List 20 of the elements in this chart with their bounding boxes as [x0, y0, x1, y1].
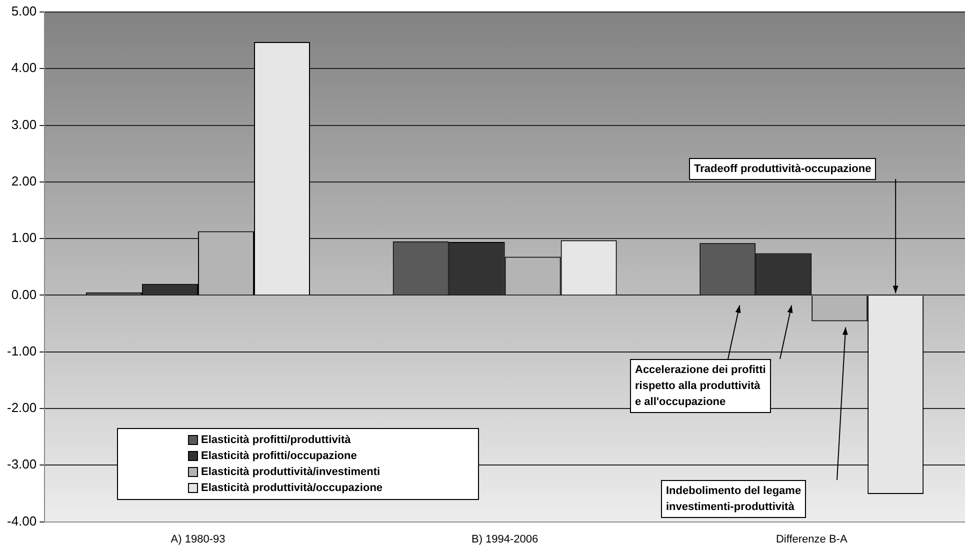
- x-tick-label: A) 1980-93: [170, 533, 226, 546]
- legend-label: Elasticità profitti/occupazione: [201, 450, 357, 462]
- y-tick-label: -2.00: [6, 400, 37, 416]
- legend-label: Elasticità produttività/investimenti: [201, 466, 380, 478]
- x-tick-label: Differenze B-A: [776, 533, 848, 546]
- legend-label: Elasticità profitti/produttività: [201, 434, 351, 446]
- legend-label: Elasticità produttività/occupazione: [201, 482, 383, 494]
- y-tick-label: -4.00: [6, 513, 37, 528]
- y-tick-label: 2.00: [11, 174, 37, 189]
- x-tick-label: B) 1994-2006: [471, 533, 538, 546]
- y-tick-label: 3.00: [11, 116, 37, 132]
- y-tick-label: 0.00: [11, 286, 37, 302]
- y-tick-label: -3.00: [6, 456, 37, 472]
- annotation: Tradeoff produttività-occupazione: [689, 158, 876, 180]
- y-tick-label: -1.00: [6, 343, 37, 358]
- y-tick-label: 1.00: [11, 230, 37, 246]
- y-tick-label: 4.00: [11, 60, 37, 76]
- annotation: Indebolimento del legame investimenti-produttività: [661, 480, 806, 518]
- annotation: Accelerazione dei profitti rispetto alla produttività e all'occupazione: [630, 359, 771, 413]
- y-tick-label: 5.00: [11, 4, 37, 19]
